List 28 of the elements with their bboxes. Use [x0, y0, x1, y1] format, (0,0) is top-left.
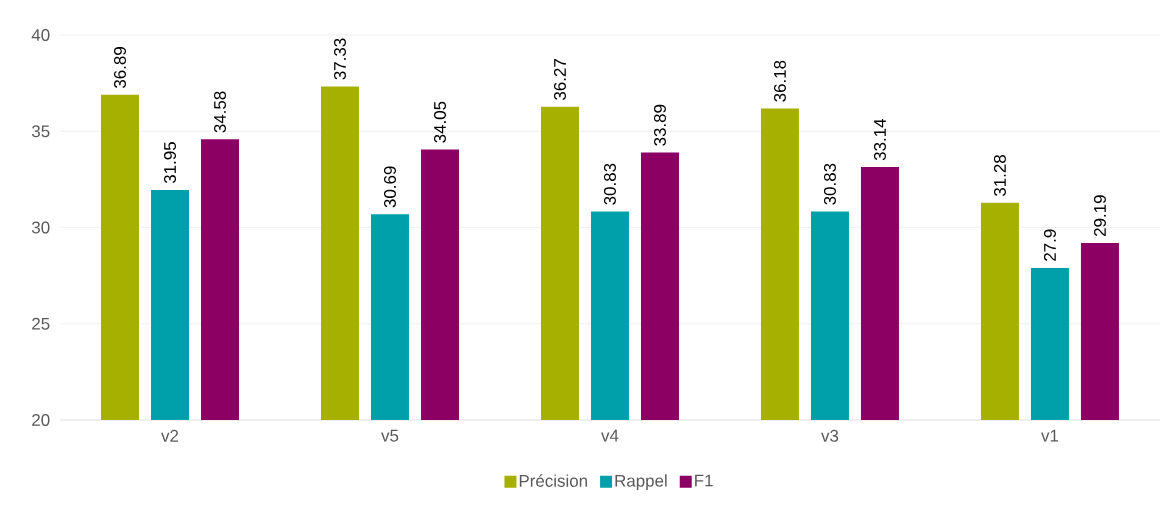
y-tick-label: 35: [31, 125, 50, 138]
y-tick-label: 25: [32, 317, 50, 330]
data-label: 33.14: [873, 118, 886, 161]
y-tick-label: 20: [32, 414, 50, 426]
data-label: 36.27: [553, 59, 566, 100]
x-tick-label: v2: [161, 429, 179, 442]
data-label: 30.69: [383, 166, 396, 208]
x-tick-label: v1: [1041, 429, 1059, 442]
data-label: 30.83: [603, 163, 616, 205]
legend-label: Précision: [519, 474, 587, 487]
data-label: 29.19: [1093, 195, 1106, 237]
data-label: 33.89: [653, 104, 666, 146]
data-label: 34.58: [214, 91, 226, 133]
data-label: 34.05: [433, 101, 446, 143]
legend-label: Rappel: [615, 474, 667, 491]
legend-label: F1: [695, 474, 713, 487]
data-label: 36.18: [773, 60, 786, 102]
data-label: 27.9: [1043, 229, 1056, 261]
data-label: 31.95: [164, 142, 176, 184]
y-tick-label: 40: [31, 29, 50, 41]
data-label: 31.28: [993, 155, 1006, 197]
x-tick-label: v3: [821, 429, 839, 442]
y-tick-label: 30: [31, 221, 50, 234]
x-tick-label: v5: [381, 429, 399, 442]
data-label: 37.33: [333, 38, 346, 80]
data-label: 30.83: [823, 163, 836, 205]
x-tick-label: v4: [601, 429, 619, 442]
data-label: 36.89: [114, 47, 126, 89]
